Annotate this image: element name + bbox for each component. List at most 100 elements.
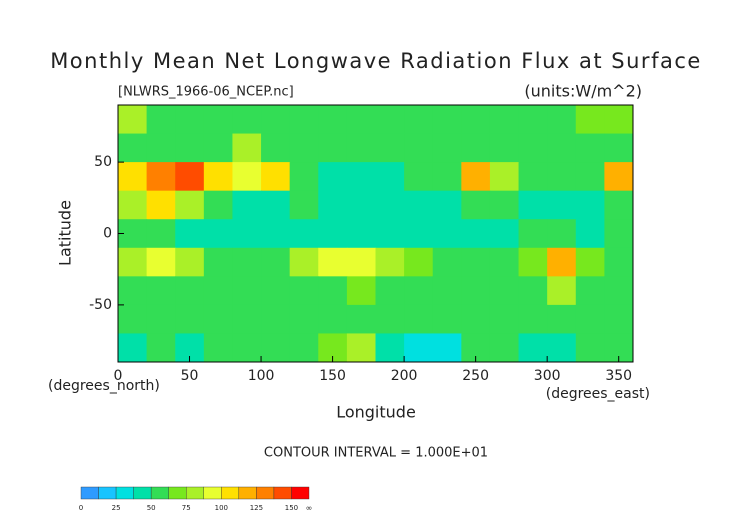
field-cell — [289, 105, 319, 135]
colorbar-swatch — [256, 486, 275, 500]
field-cell — [203, 333, 233, 363]
colorbar-label: 150 — [285, 504, 298, 512]
field-cell — [118, 304, 148, 334]
field-cell — [175, 190, 205, 220]
field-cell — [518, 304, 548, 334]
field-cell — [146, 333, 176, 363]
field-cell — [146, 247, 176, 277]
field-cell — [346, 105, 376, 135]
field-cell — [318, 276, 348, 306]
colorbar-label: ∞ — [306, 504, 313, 513]
field-cell — [575, 219, 605, 249]
colorbar-swatch — [291, 486, 310, 500]
field-cell — [432, 162, 462, 192]
colorbar-swatch — [115, 486, 134, 500]
colorbar-label: 125 — [250, 504, 263, 512]
field-cell — [375, 162, 405, 192]
field-cell — [404, 190, 434, 220]
field-cell — [604, 219, 634, 249]
field-cell — [518, 190, 548, 220]
field-cell — [261, 190, 291, 220]
field-cell — [175, 247, 205, 277]
field-cell — [175, 219, 205, 249]
field-cell — [375, 105, 405, 135]
field-cell — [261, 276, 291, 306]
contour-note: CONTOUR INTERVAL = 1.000E+01 — [264, 446, 488, 461]
field-cell — [489, 219, 520, 249]
field-cell — [404, 333, 434, 363]
field-cell — [575, 162, 605, 192]
field-cell — [489, 276, 520, 306]
field-cell — [175, 133, 205, 163]
field-cell — [203, 304, 233, 334]
field-cell — [146, 276, 176, 306]
field-cell — [346, 276, 376, 306]
x-tick-label: 0 — [114, 368, 123, 384]
field-cell — [175, 276, 205, 306]
colorbar-swatch — [273, 486, 292, 500]
field-cell — [146, 105, 176, 135]
field-cell — [232, 304, 262, 334]
field-cell — [118, 247, 148, 277]
field-cell — [432, 190, 462, 220]
field-cell — [232, 162, 262, 192]
colorbar-swatch — [186, 486, 204, 500]
field-cell — [461, 247, 491, 277]
x-axis-label: Longitude — [336, 403, 416, 422]
field-cell — [318, 162, 348, 192]
field-cell — [575, 304, 605, 334]
field-cell — [289, 304, 319, 334]
field-cell — [432, 304, 462, 334]
field-cell — [261, 133, 291, 163]
colorbar-label: 75 — [182, 504, 191, 512]
field-cell — [432, 219, 462, 249]
field-cell — [289, 190, 319, 220]
field-cell — [346, 190, 376, 220]
field-cell — [489, 304, 520, 334]
field-cell — [346, 219, 376, 249]
colorbar-swatch — [80, 486, 99, 500]
field-cell — [547, 276, 577, 306]
colorbar-swatch — [168, 486, 187, 500]
field-cell — [489, 105, 520, 135]
field-cell — [575, 276, 605, 306]
field-cell — [203, 219, 233, 249]
colorbar-label: 0 — [79, 504, 83, 512]
field-cell — [289, 247, 319, 277]
chart-title: Monthly Mean Net Longwave Radiation Flux… — [50, 49, 702, 73]
colorbar-swatch — [133, 486, 152, 500]
field-cell — [232, 333, 262, 363]
field-cell — [489, 190, 520, 220]
field-cell — [375, 133, 405, 163]
field-cell — [375, 247, 405, 277]
field-cell — [289, 162, 319, 192]
field-cell — [261, 105, 291, 135]
field-cell — [232, 247, 262, 277]
field-cell — [175, 304, 205, 334]
x-tick-label: 350 — [605, 368, 632, 384]
x-tick-label: 200 — [391, 368, 418, 384]
field-cell — [261, 304, 291, 334]
field-cell — [547, 333, 577, 363]
colorbar-label: 25 — [112, 504, 121, 512]
field-cell — [404, 219, 434, 249]
colorbar-label: 100 — [215, 504, 228, 512]
field-cell — [318, 304, 348, 334]
colorbar-label: 50 — [147, 504, 156, 512]
field-cell — [404, 133, 434, 163]
field-cell — [604, 133, 634, 163]
field-cell — [518, 133, 548, 163]
field-cell — [346, 304, 376, 334]
field-cell — [261, 247, 291, 277]
field-cell — [518, 105, 548, 135]
field-cell — [118, 162, 148, 192]
field-cell — [461, 276, 491, 306]
field-cell — [118, 276, 148, 306]
colorbar-swatch — [203, 486, 222, 500]
field-cell — [547, 105, 577, 135]
field-cell — [261, 162, 291, 192]
field-cell — [547, 219, 577, 249]
field-cell — [432, 105, 462, 135]
field-cell — [118, 105, 148, 135]
field-cell — [489, 333, 520, 363]
